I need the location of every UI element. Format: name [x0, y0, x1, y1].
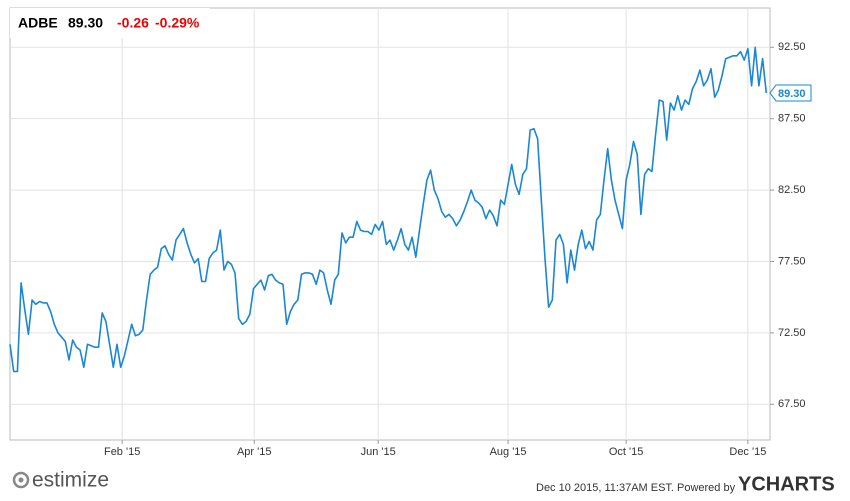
x-tick-label: Feb '15 [104, 446, 140, 458]
y-tick-label: 67.50 [778, 398, 806, 410]
x-tick-label: Oct '15 [609, 446, 644, 458]
x-tick-label: Jun '15 [361, 446, 396, 458]
price-line [9, 46, 768, 373]
y-tick-label: 77.50 [778, 255, 806, 267]
y-tick-label: 72.50 [778, 327, 806, 339]
timestamp: Dec 10 2015, 11:37AM EST. [536, 482, 674, 494]
x-tick-label: Apr '15 [237, 446, 272, 458]
ticker: ADBE [18, 15, 58, 31]
plot-area [9, 7, 771, 441]
y-tick-label: 87.50 [778, 113, 806, 125]
quote-box [10, 8, 210, 38]
change: -0.26 [117, 15, 149, 31]
price: 89.30 [68, 15, 103, 31]
y-tick-label: 92.50 [778, 41, 806, 53]
change-pct: -0.29% [155, 15, 200, 31]
x-tick-label: Aug '15 [490, 446, 527, 458]
estimize-logo [12, 471, 30, 489]
last-value-flag [769, 84, 812, 102]
x-tick-label: Dec '15 [729, 446, 766, 458]
brand: YCHARTS [738, 473, 835, 495]
y-tick-label: 82.50 [778, 184, 806, 196]
logo-text: estimize [32, 469, 109, 492]
last-value-label: 89.30 [778, 88, 806, 100]
powered-by: Powered by [677, 482, 736, 494]
